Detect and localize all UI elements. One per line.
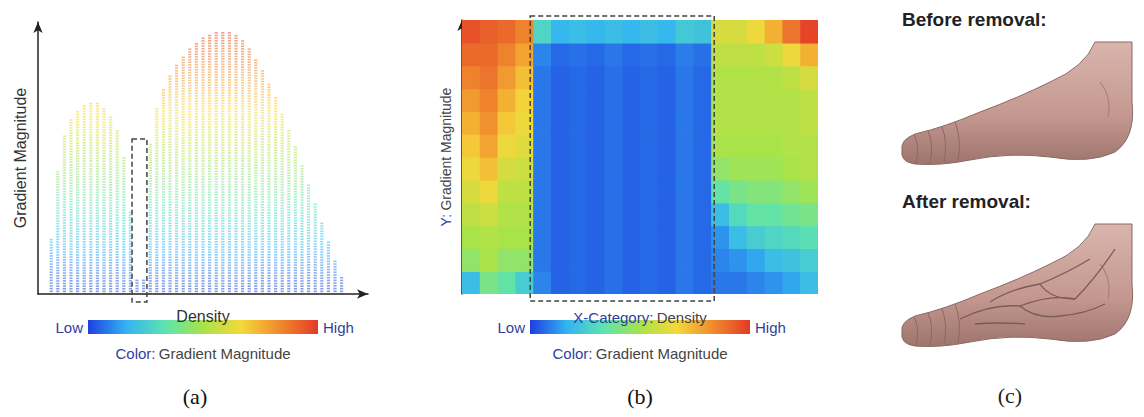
svg-text:(a): (a) [183,384,207,409]
svg-text:Color:: Color: [552,345,592,362]
svg-text:Density: Density [176,308,229,325]
svg-text:X-Category:: X-Category: [573,309,653,326]
svg-text:High: High [323,319,354,336]
svg-text:(c): (c) [998,383,1022,408]
svg-text:Low: Low [55,319,83,336]
svg-text:Before removal:: Before removal: [902,9,1047,30]
svg-text:Gradient Magnitude: Gradient Magnitude [596,345,728,362]
svg-text:High: High [755,319,786,336]
svg-text:(b): (b) [627,384,653,409]
svg-text:Gradient Magnitude: Gradient Magnitude [438,87,454,210]
svg-text:Gradient Magnitude: Gradient Magnitude [12,88,29,229]
svg-text:Gradient Magnitude: Gradient Magnitude [159,345,291,362]
svg-text:Low: Low [497,319,525,336]
svg-text:Color:: Color: [115,345,155,362]
svg-text:After removal:: After removal: [902,191,1031,212]
svg-text:Y:: Y: [438,214,454,226]
svg-text:Density: Density [657,309,708,326]
